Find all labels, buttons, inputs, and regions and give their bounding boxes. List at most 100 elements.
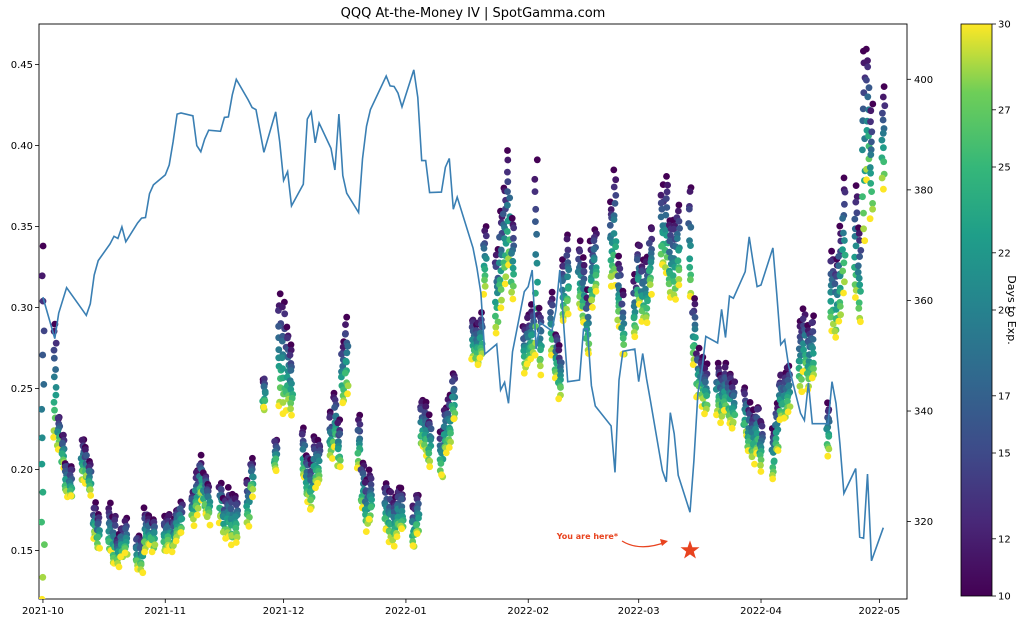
iv-point xyxy=(564,284,572,292)
iv-point xyxy=(663,204,671,211)
iv-point xyxy=(796,357,804,365)
iv-point xyxy=(510,224,518,232)
iv-point xyxy=(663,173,670,180)
iv-point xyxy=(261,389,269,397)
iv-point xyxy=(859,193,866,201)
iv-point xyxy=(731,378,739,386)
iv-point xyxy=(287,399,295,407)
iv-point xyxy=(482,255,490,262)
iv-point xyxy=(510,234,517,242)
iv-point xyxy=(582,305,590,312)
iv-point xyxy=(504,188,511,196)
iv-point xyxy=(643,319,651,327)
iv-point xyxy=(809,344,816,352)
iv-point xyxy=(861,237,869,245)
iv-point xyxy=(442,449,450,457)
iv-point xyxy=(607,206,615,213)
iv-point xyxy=(867,107,875,115)
iv-point xyxy=(685,205,693,213)
iv-point xyxy=(90,504,98,512)
iv-point xyxy=(481,227,489,235)
iv-point xyxy=(839,267,847,275)
iv-point xyxy=(610,166,618,174)
iv-point xyxy=(852,294,859,301)
iv-point xyxy=(425,411,433,419)
iv-point xyxy=(532,251,540,258)
iv-point xyxy=(60,431,67,439)
iv-point xyxy=(786,403,794,410)
iv-point xyxy=(757,468,765,475)
iv-point xyxy=(39,488,47,496)
iv-point xyxy=(827,313,835,321)
iv-point xyxy=(284,334,291,342)
iv-point xyxy=(281,310,289,318)
iv-point xyxy=(506,194,514,202)
iv-point xyxy=(669,272,677,279)
colorbar-tick-label: 30 xyxy=(998,20,1011,31)
iv-point xyxy=(224,484,232,491)
iv-point xyxy=(867,118,874,126)
iv-point xyxy=(880,83,888,90)
iv-point xyxy=(278,337,286,345)
iv-point xyxy=(178,515,186,523)
iv-point xyxy=(260,403,268,411)
iv-point xyxy=(687,271,695,279)
iv-point xyxy=(757,461,764,469)
iv-point xyxy=(662,195,670,203)
y-tick-label: 0.20 xyxy=(11,465,33,476)
iv-point xyxy=(612,176,620,184)
iv-point xyxy=(557,384,564,391)
iv-point xyxy=(58,450,66,457)
iv-point xyxy=(533,230,540,238)
iv-point xyxy=(825,445,833,453)
colorbar-tick-label: 25 xyxy=(998,163,1011,174)
iv-point xyxy=(835,262,843,269)
iv-point xyxy=(476,334,484,342)
iv-point xyxy=(646,281,654,288)
iv-point xyxy=(731,411,739,419)
iv-point xyxy=(249,485,257,493)
iv-point xyxy=(232,539,240,546)
iv-point xyxy=(117,553,124,561)
iv-point xyxy=(276,290,284,298)
iv-point xyxy=(537,371,545,379)
iv-point xyxy=(176,505,184,513)
iv-point xyxy=(227,505,235,513)
iv-point xyxy=(50,373,58,381)
iv-point xyxy=(714,359,722,367)
iv-point xyxy=(278,354,286,362)
iv-point xyxy=(52,391,60,399)
iv-point xyxy=(272,455,280,463)
iv-point xyxy=(480,290,488,298)
iv-point xyxy=(730,392,737,400)
iv-point xyxy=(492,323,500,331)
iv-point xyxy=(863,76,870,84)
x-tick-label: 2022-04 xyxy=(740,606,782,617)
iv-point xyxy=(246,513,253,521)
iv-point xyxy=(249,493,256,501)
annotation-star-marker xyxy=(680,540,700,559)
iv-point xyxy=(52,339,60,347)
iv-point xyxy=(481,282,489,290)
iv-point xyxy=(799,305,807,313)
x-tick-label: 2021-12 xyxy=(263,606,305,617)
iv-point xyxy=(509,257,517,265)
iv-point xyxy=(533,156,541,164)
iv-point xyxy=(450,415,458,423)
iv-point xyxy=(504,168,511,176)
iv-point xyxy=(864,63,872,71)
iv-point xyxy=(137,561,145,568)
iv-point xyxy=(860,209,867,217)
iv-point xyxy=(287,367,295,374)
iv-point xyxy=(390,542,398,550)
iv-point xyxy=(422,403,430,410)
iv-point xyxy=(496,276,504,284)
iv-point xyxy=(498,296,505,304)
iv-point xyxy=(39,272,46,280)
iv-point xyxy=(217,485,225,493)
iv-point xyxy=(835,253,843,260)
iv-point xyxy=(728,424,736,432)
iv-point xyxy=(547,315,554,322)
iv-point xyxy=(356,421,364,428)
iv-point xyxy=(365,515,373,523)
